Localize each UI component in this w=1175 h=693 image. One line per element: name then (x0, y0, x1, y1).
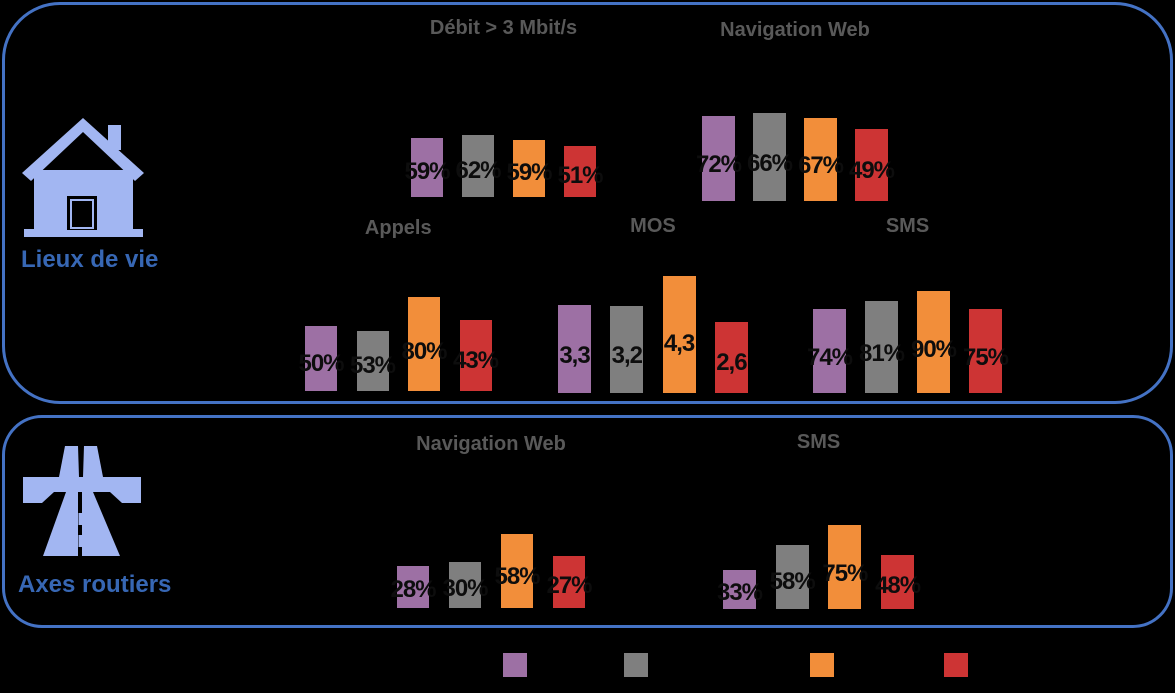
bar-value-label: 53% (349, 351, 396, 379)
bar-value-label: 58% (494, 562, 540, 590)
bar-value-label: 49% (848, 156, 895, 184)
bar-value-label: 50% (298, 349, 344, 377)
chart-title: Navigation Web (416, 433, 566, 455)
bar-orange (501, 534, 533, 608)
bar-red (459, 320, 492, 391)
bar-orange (917, 291, 950, 393)
bar-value-label: 81% (858, 340, 905, 368)
bar-value-label: 58% (769, 568, 816, 596)
bar-gray (775, 545, 809, 609)
chart-title: Débit > 3 Mbit/s (429, 17, 578, 39)
bar-purple (411, 138, 443, 197)
bar-value-label: 72% (695, 151, 742, 179)
bar-value-label: 4,3 (663, 329, 695, 357)
bar-red (553, 556, 585, 608)
bar-gray (449, 562, 481, 608)
highway-icon (23, 446, 141, 556)
bar-purple (397, 566, 429, 608)
chart-title: SMS (796, 431, 841, 453)
bar-purple (723, 570, 756, 609)
bar-gray (753, 113, 786, 201)
bar-value-label: 59% (404, 158, 450, 186)
chart-title: Appels (364, 217, 432, 239)
house-icon (22, 118, 144, 237)
legend-swatch-gray (624, 653, 648, 677)
bar-red (564, 146, 596, 197)
section-label-axes-routiers: Axes routiers (18, 571, 172, 598)
bar-red (881, 555, 915, 609)
bar-purple (558, 305, 591, 393)
bar-value-label: 66% (746, 150, 793, 178)
bar-value-label: 28% (390, 576, 436, 604)
bar-orange (408, 297, 440, 391)
section-box-axes-routiers (2, 415, 1173, 628)
bar-orange (513, 140, 545, 197)
bar-value-label: 75% (822, 559, 868, 587)
bar-purple (702, 116, 735, 201)
chart-title: MOS (630, 215, 676, 237)
bar-value-label: 2,6 (716, 349, 747, 377)
bar-value-label: 27% (546, 572, 592, 600)
bar-value-label: 3,2 (611, 342, 643, 370)
bar-value-label: 3,3 (559, 342, 590, 370)
bar-red (969, 309, 1002, 393)
bar-value-label: 62% (455, 156, 501, 184)
bar-value-label: 33% (716, 578, 763, 606)
section-box-lieux-de-vie (2, 2, 1173, 404)
bar-orange (804, 118, 837, 201)
bar-value-label: 67% (797, 152, 844, 180)
bar-orange (662, 276, 696, 393)
legend-swatch-purple (503, 653, 527, 677)
chart-title: Navigation Web (720, 19, 870, 41)
bar-value-label: 43% (452, 347, 499, 375)
bar-value-label: 51% (557, 161, 603, 189)
bar-gray (865, 301, 898, 393)
bar-gray (462, 135, 494, 197)
bar-purple (813, 309, 846, 393)
chart-title: SMS (885, 215, 930, 237)
bar-value-label: 48% (875, 572, 921, 600)
bar-orange (828, 525, 862, 609)
bar-value-label: 90% (910, 336, 957, 364)
bar-value-label: 30% (442, 574, 488, 602)
bar-value-label: 75% (962, 343, 1009, 371)
bar-red (855, 129, 888, 201)
bar-value-label: 59% (506, 159, 552, 187)
bar-gray (356, 331, 389, 391)
legend-swatch-red (944, 653, 968, 677)
bar-purple (305, 326, 337, 391)
section-label-lieux-de-vie: Lieux de vie (21, 246, 159, 273)
bar-red (714, 322, 748, 393)
legend-swatch-orange (810, 653, 834, 677)
bar-gray (610, 306, 644, 393)
bar-value-label: 74% (806, 343, 853, 371)
bar-value-label: 80% (401, 337, 447, 365)
